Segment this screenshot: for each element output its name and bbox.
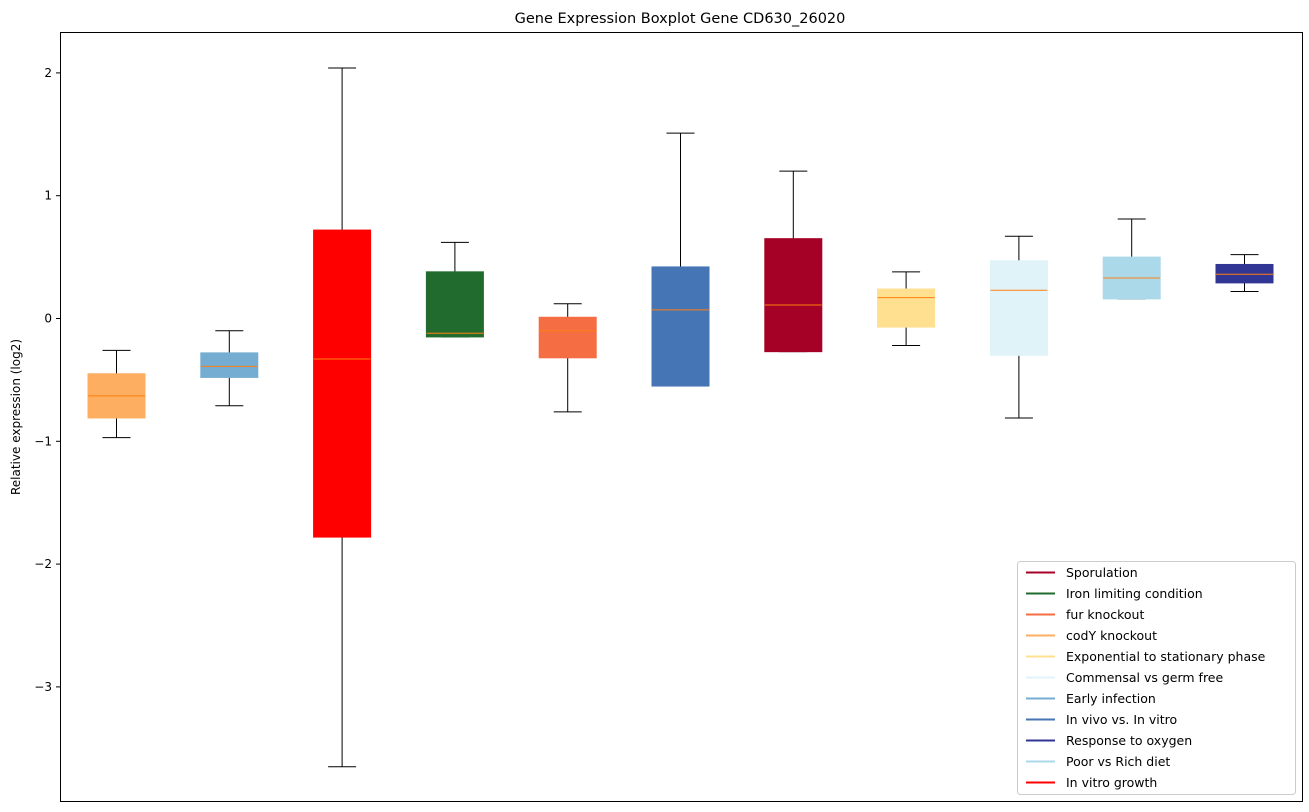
y-tick-label: 1 <box>44 189 52 203</box>
legend-label: Iron limiting condition <box>1066 586 1203 601</box>
legend-item: In vitro growth <box>1026 775 1157 790</box>
box-iqr <box>989 260 1048 356</box>
legend: Sporulation Iron limiting condition fur kn… <box>1017 561 1296 795</box>
legend-label: Commensal vs germ free <box>1066 670 1223 685</box>
box-poor-vs-rich-diet <box>1102 218 1161 300</box>
box-sporulation <box>764 170 823 353</box>
box-iqr <box>425 271 484 338</box>
box-iqr <box>651 266 710 387</box>
box-response-to-oxygen <box>1215 254 1274 292</box>
box-iqr <box>1215 263 1274 284</box>
y-tick-label: −2 <box>34 557 52 571</box>
box-fur-knockout <box>538 303 597 413</box>
legend-item: fur knockout <box>1026 607 1144 622</box>
box-iqr <box>200 352 259 378</box>
box-in-vivo-vs-in-vitro <box>651 132 710 387</box>
box-iron-limiting-condition <box>425 241 484 338</box>
y-tick-label: 0 <box>44 312 52 326</box>
box-iqr <box>538 316 597 359</box>
y-axis-label: Relative expression (log2) <box>9 339 23 495</box>
legend-item: Sporulation <box>1026 565 1138 580</box>
box-in-vitro-growth <box>313 67 372 768</box>
box-commensal-vs-germ-free <box>989 235 1048 419</box>
legend-label: fur knockout <box>1066 607 1144 622</box>
legend-item: Commensal vs germ free <box>1026 670 1223 685</box>
legend-item: codY knockout <box>1026 628 1157 643</box>
legend-item: In vivo vs. In vitro <box>1026 712 1177 727</box>
box-early-infection <box>200 330 259 407</box>
legend-item: Poor vs Rich diet <box>1026 754 1170 769</box>
legend-frame <box>1017 561 1296 795</box>
y-tick-label: −1 <box>34 434 52 448</box>
legend-item: Early infection <box>1026 691 1156 706</box>
legend-item: Response to oxygen <box>1026 733 1192 748</box>
chart-title: Gene Expression Boxplot Gene CD630_26020 <box>515 11 846 27</box>
legend-label: Exponential to stationary phase <box>1066 649 1266 664</box>
legend-item: Iron limiting condition <box>1026 586 1203 601</box>
legend-label: Sporulation <box>1066 565 1138 580</box>
legend-label: Response to oxygen <box>1066 733 1192 748</box>
legend-label: Poor vs Rich diet <box>1066 754 1170 769</box>
box-iqr <box>877 288 936 328</box>
legend-label: Early infection <box>1066 691 1156 706</box>
y-tick-label: −3 <box>34 680 52 694</box>
legend-label: In vivo vs. In vitro <box>1066 712 1177 727</box>
box-iqr <box>764 238 823 353</box>
box-exponential-to-stationary-phase <box>877 271 936 347</box>
y-tick-label: 2 <box>44 66 52 80</box>
box-cody-knockout <box>87 349 146 439</box>
legend-item: Exponential to stationary phase <box>1026 649 1266 664</box>
box-iqr <box>313 229 372 538</box>
legend-label: In vitro growth <box>1066 775 1157 790</box>
plot-area-frame <box>60 32 1303 802</box>
legend-label: codY knockout <box>1066 628 1157 643</box>
